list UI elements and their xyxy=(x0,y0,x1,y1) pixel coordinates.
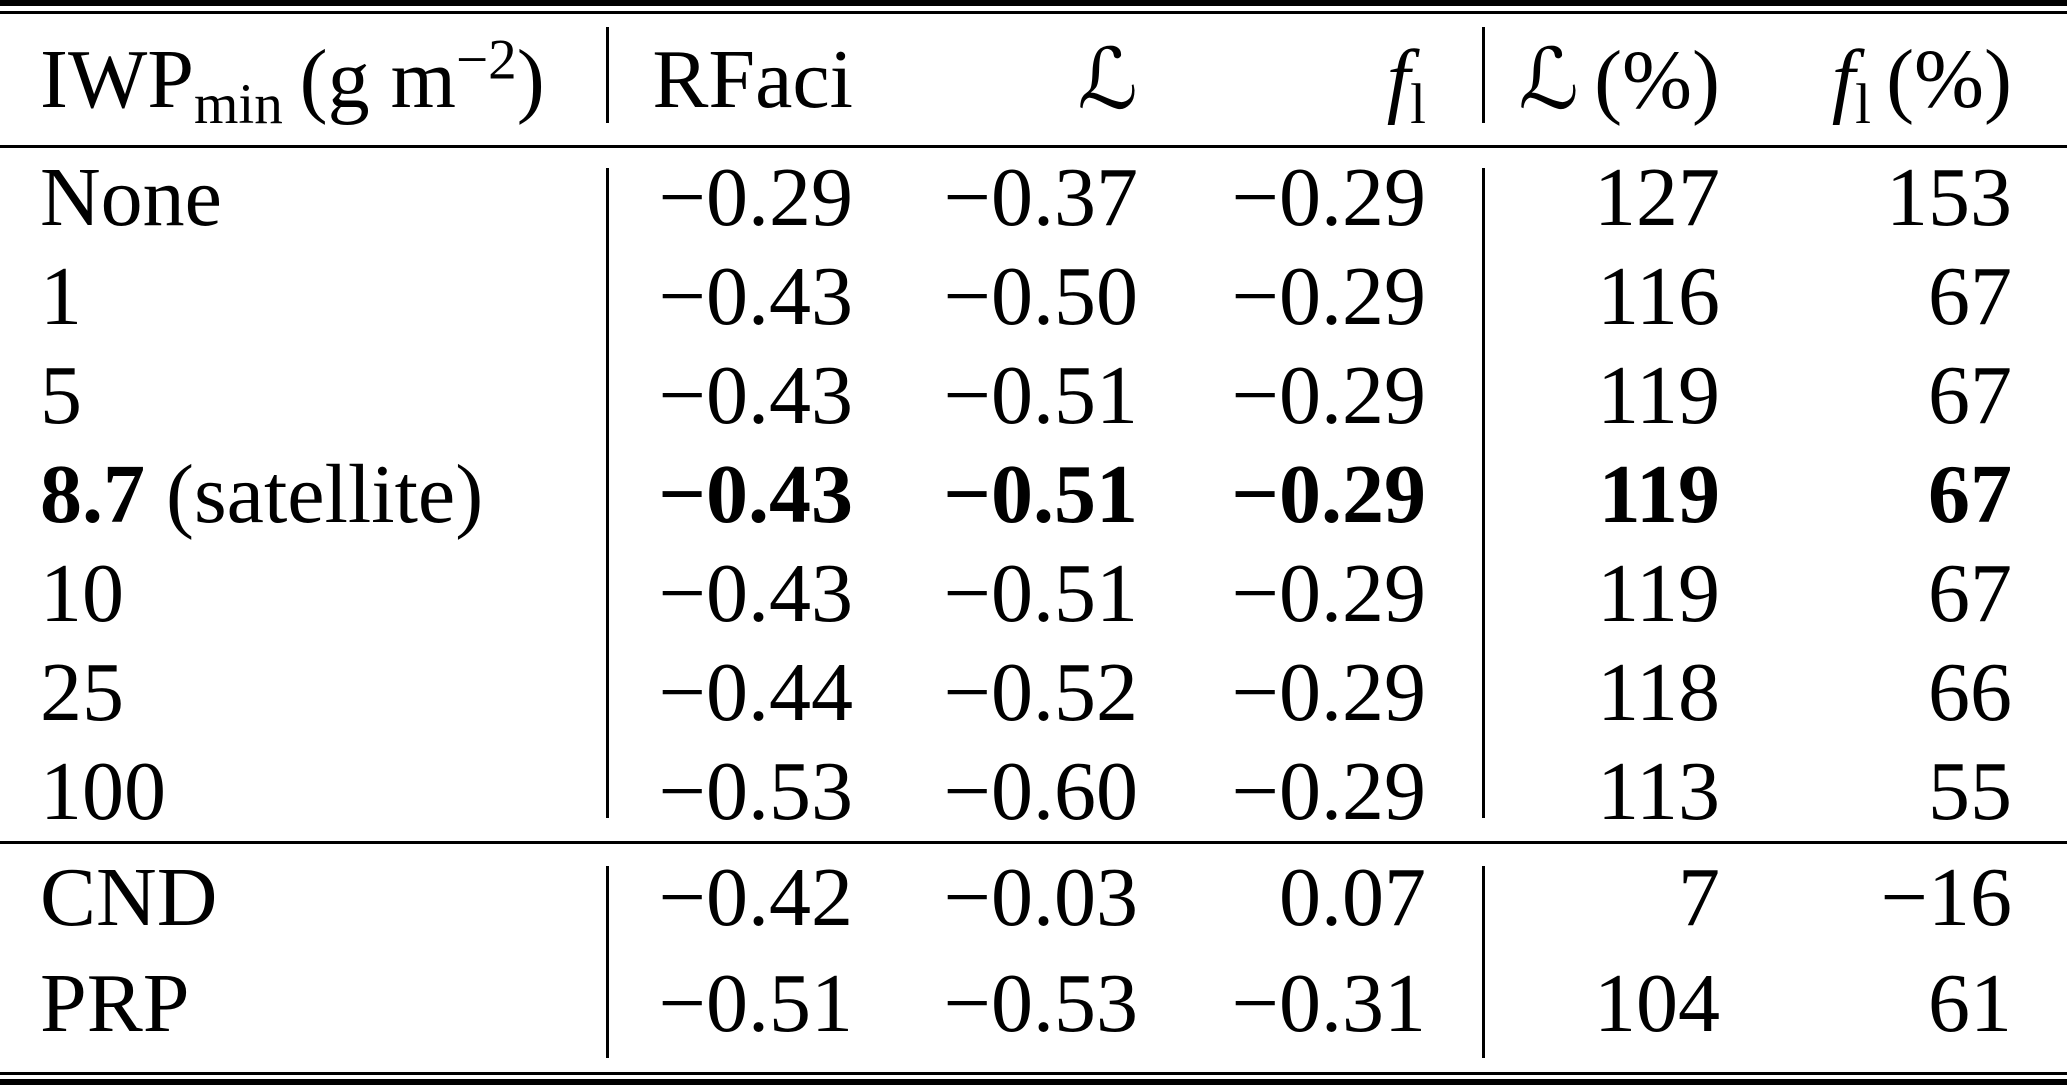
cell-rfaci: −0.43 xyxy=(658,547,853,640)
header-unit: (g m−2) xyxy=(299,28,545,126)
cell-fl-percent: 66 xyxy=(1928,646,2012,739)
row-label: 10 xyxy=(40,547,124,640)
row-label: None xyxy=(40,151,222,244)
cell-rfaci: −0.42 xyxy=(658,850,853,944)
cell-fl: −0.29 xyxy=(1231,349,1426,442)
cell-lwp-percent: 119 xyxy=(1597,547,1720,640)
cell-fl: −0.29 xyxy=(1231,250,1426,343)
cell-lwp-percent: 127 xyxy=(1594,151,1720,244)
top-rule-thin xyxy=(0,11,2067,14)
header-iwp-subscript: min xyxy=(193,72,283,136)
row-label: 25 xyxy=(40,646,124,739)
bottom-rule-thick xyxy=(0,1079,2067,1085)
cell-fl: −0.29 xyxy=(1231,448,1426,541)
cell-lwp: −0.60 xyxy=(943,745,1138,838)
table-footer-section: CND −0.42 −0.03 0.07 7 −16 PRP −0.51 −0.… xyxy=(0,844,2067,1056)
cell-lwp-percent: 7 xyxy=(1678,850,1720,944)
cell-fl: −0.29 xyxy=(1231,646,1426,739)
table-row: 5 −0.43 −0.51 −0.29 119 67 xyxy=(0,346,2067,445)
table-row-prp: PRP −0.51 −0.53 −0.31 104 61 xyxy=(0,950,2067,1056)
vertical-rule xyxy=(606,866,609,1058)
header-unit-exponent: −2 xyxy=(455,28,517,92)
cell-lwp-percent: 118 xyxy=(1597,646,1720,739)
cell-fl-percent: 67 xyxy=(1928,448,2012,541)
header-rfaci: RFaci xyxy=(652,33,853,126)
table-row: 100 −0.53 −0.60 −0.29 113 55 xyxy=(0,742,2067,841)
row-label: 100 xyxy=(40,745,166,838)
table-row: 1 −0.43 −0.50 −0.29 116 67 xyxy=(0,247,2067,346)
table-row-satellite-default: 8.7 (satellite) −0.43 −0.51 −0.29 119 67 xyxy=(0,445,2067,544)
vertical-rule xyxy=(1482,866,1485,1058)
header-fl-percent: fl (%) xyxy=(1831,33,2012,136)
cell-fl: −0.31 xyxy=(1231,956,1426,1050)
cell-fl-percent: 67 xyxy=(1928,547,2012,640)
cell-lwp: −0.37 xyxy=(943,151,1138,244)
cell-fl: −0.29 xyxy=(1231,547,1426,640)
cell-rfaci: −0.43 xyxy=(658,349,853,442)
vertical-rule xyxy=(606,27,609,123)
table-header-row: IWPmin (g m−2) RFaci ℒ fl ℒ (%) fl (%) xyxy=(0,14,2067,145)
cell-lwp-percent: 116 xyxy=(1597,250,1720,343)
cell-fl: 0.07 xyxy=(1279,850,1426,944)
top-rule-thick xyxy=(0,0,2067,6)
cell-lwp: −0.50 xyxy=(943,250,1138,343)
cell-lwp: −0.51 xyxy=(943,349,1138,442)
cell-fl: −0.29 xyxy=(1231,745,1426,838)
table-body-section: None −0.29 −0.37 −0.29 127 153 1 −0.43 −… xyxy=(0,148,2067,841)
table-row-cnd: CND −0.42 −0.03 0.07 7 −16 xyxy=(0,844,2067,950)
row-label: 1 xyxy=(40,250,82,343)
cell-lwp: −0.51 xyxy=(943,448,1138,541)
bottom-rule-thin xyxy=(0,1072,2067,1075)
table-row: None −0.29 −0.37 −0.29 127 153 xyxy=(0,148,2067,247)
cell-rfaci: −0.51 xyxy=(658,956,853,1050)
row-label: 5 xyxy=(40,349,82,442)
header-lwp-percent: ℒ (%) xyxy=(1518,34,1720,127)
cell-lwp-percent: 119 xyxy=(1597,349,1720,442)
cell-lwp-percent: 113 xyxy=(1597,745,1720,838)
table-row: 10 −0.43 −0.51 −0.29 119 67 xyxy=(0,544,2067,643)
section-separator xyxy=(0,841,2067,844)
cell-fl: −0.29 xyxy=(1231,151,1426,244)
cell-lwp: −0.51 xyxy=(943,547,1138,640)
cell-lwp: −0.03 xyxy=(943,850,1138,944)
header-separator xyxy=(0,145,2067,148)
cell-fl-percent: 67 xyxy=(1928,250,2012,343)
header-iwp-base: IWP xyxy=(40,33,194,126)
row-label-suffix: (satellite) xyxy=(145,448,484,541)
row-label: PRP xyxy=(40,956,190,1050)
table-row: 25 −0.44 −0.52 −0.29 118 66 xyxy=(0,643,2067,742)
row-label: CND xyxy=(40,850,218,944)
header-iwp-min: IWPmin (g m−2) xyxy=(0,28,607,133)
cell-lwp-percent: 119 xyxy=(1598,448,1720,541)
cell-rfaci: −0.53 xyxy=(658,745,853,838)
cell-lwp: −0.52 xyxy=(943,646,1138,739)
cell-fl-percent: −16 xyxy=(1880,850,2012,944)
cell-rfaci: −0.44 xyxy=(658,646,853,739)
cell-rfaci: −0.43 xyxy=(658,250,853,343)
cell-lwp: −0.53 xyxy=(943,956,1138,1050)
row-label: 8.7 (satellite) xyxy=(40,448,484,541)
cell-fl-percent: 153 xyxy=(1886,151,2012,244)
cell-rfaci: −0.43 xyxy=(658,448,853,541)
cell-lwp-percent: 104 xyxy=(1594,956,1720,1050)
cell-fl-percent: 55 xyxy=(1928,745,2012,838)
cell-fl-percent: 61 xyxy=(1928,956,2012,1050)
cell-fl-percent: 67 xyxy=(1928,349,2012,442)
vertical-rule xyxy=(606,168,609,818)
header-lwp: ℒ xyxy=(1077,34,1139,127)
header-fl: fl xyxy=(1386,33,1426,136)
vertical-rule xyxy=(1482,27,1485,123)
cell-rfaci: −0.29 xyxy=(658,151,853,244)
vertical-rule xyxy=(1482,168,1485,818)
